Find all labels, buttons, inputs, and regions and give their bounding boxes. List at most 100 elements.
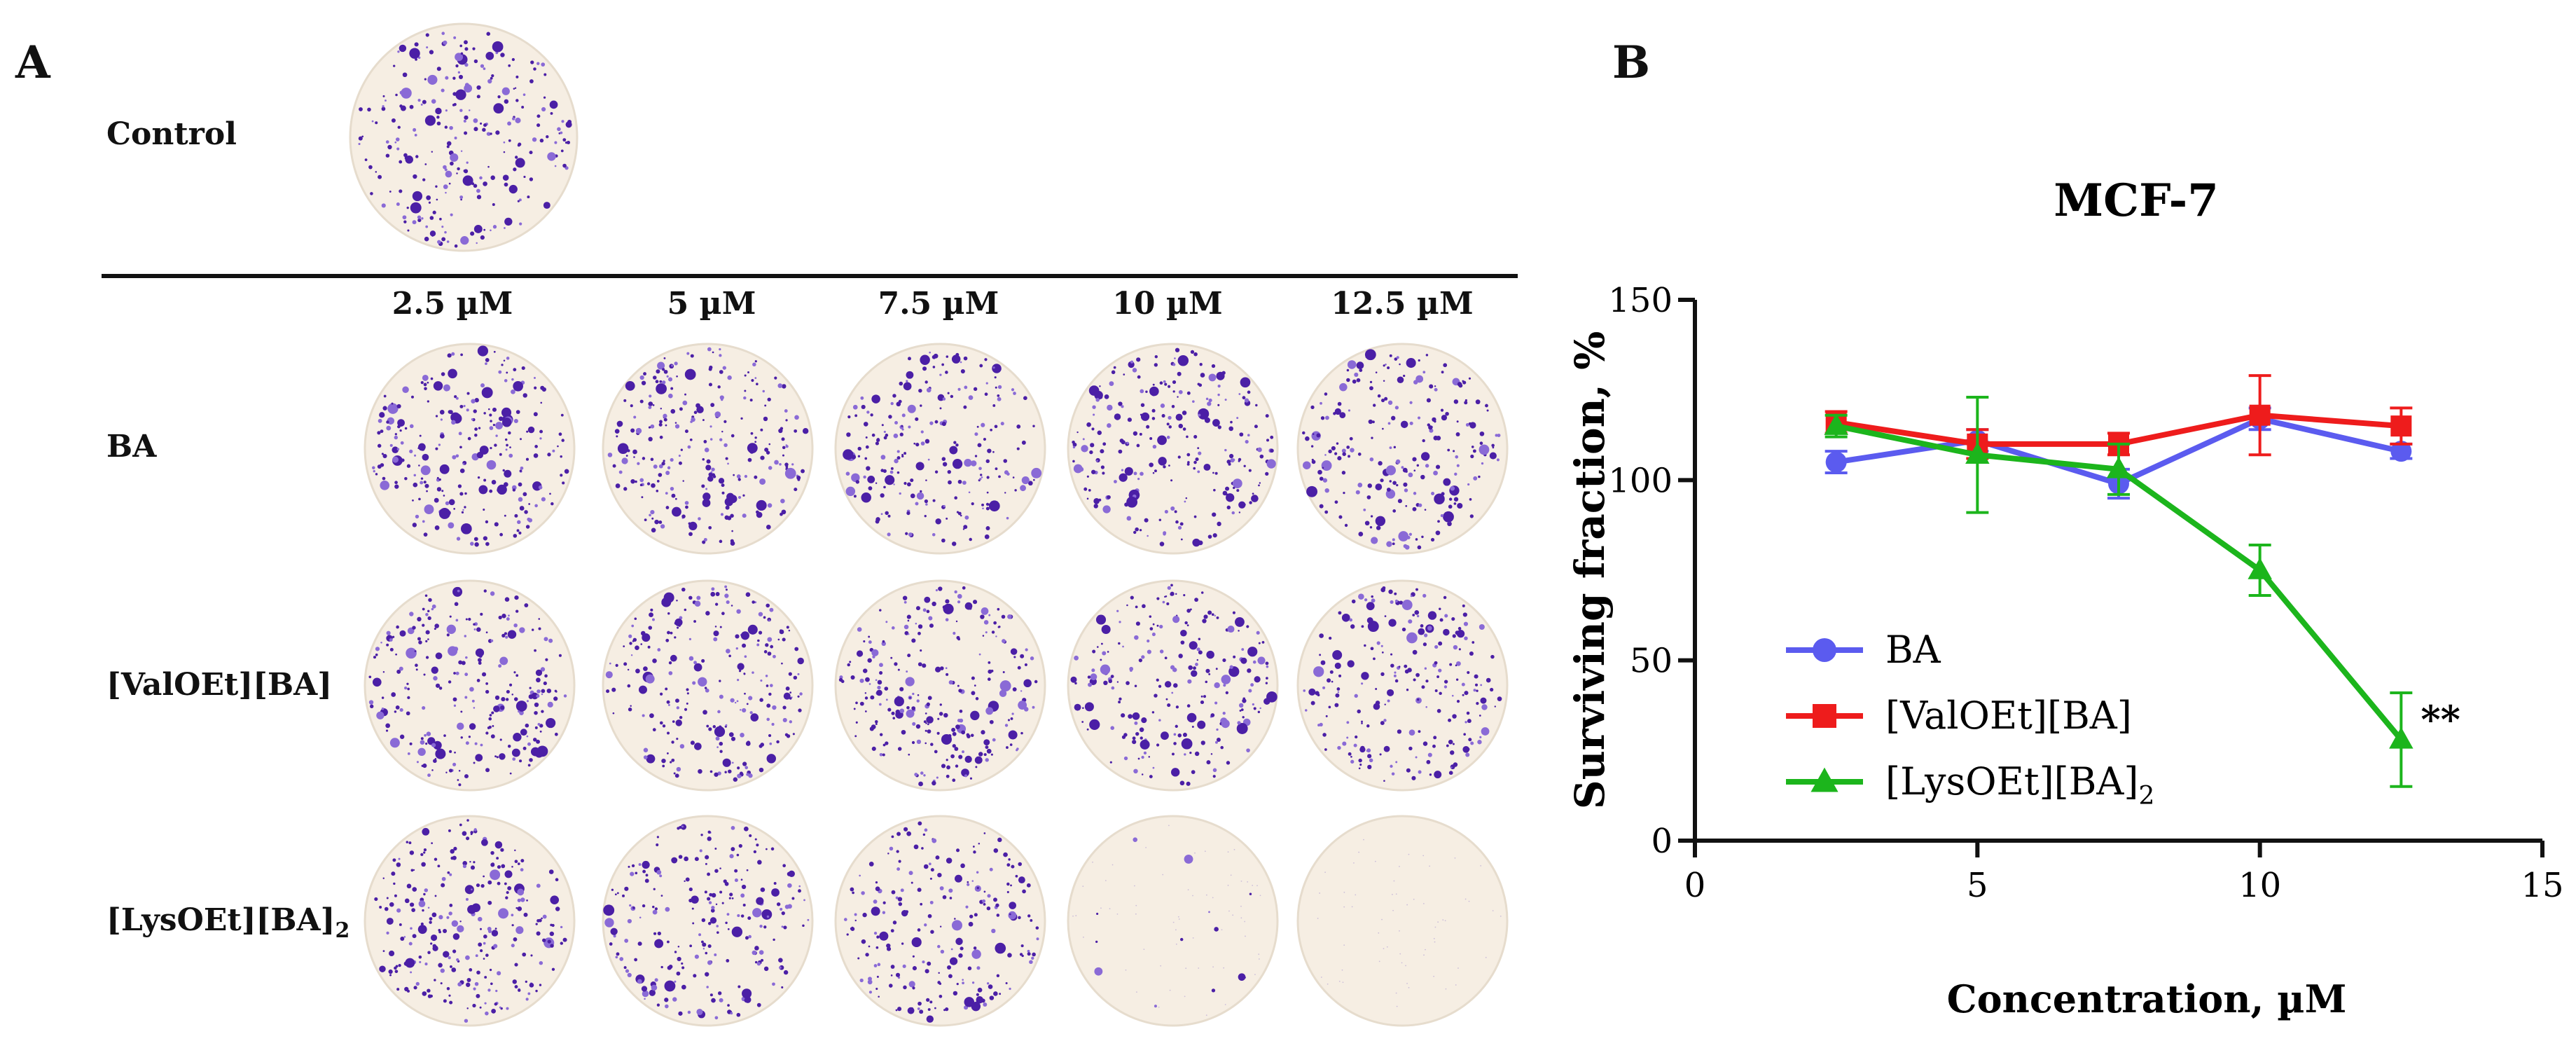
colony	[490, 869, 501, 881]
colony	[726, 913, 730, 916]
colony	[1009, 902, 1017, 909]
colony	[951, 920, 962, 931]
colony	[1238, 511, 1241, 513]
colony	[864, 696, 868, 700]
colony	[719, 890, 723, 894]
colony	[1477, 740, 1482, 745]
colony	[539, 429, 543, 434]
colony	[1485, 404, 1488, 408]
colony	[555, 906, 560, 911]
colony	[903, 452, 907, 455]
colony	[1405, 504, 1408, 507]
colony	[406, 711, 410, 716]
colony	[424, 236, 429, 242]
colony	[547, 152, 556, 161]
colony	[896, 867, 901, 871]
colony	[727, 462, 729, 465]
colony	[663, 369, 668, 374]
colony	[967, 881, 969, 883]
colony	[410, 927, 413, 930]
colony	[881, 424, 884, 427]
colony	[696, 595, 701, 600]
colony	[945, 667, 948, 670]
colony	[721, 491, 725, 495]
colony	[1468, 900, 1470, 902]
colony	[418, 464, 420, 467]
colony	[1240, 708, 1244, 712]
colony	[955, 764, 959, 768]
colony	[742, 988, 752, 999]
colony	[676, 971, 681, 976]
colony	[725, 724, 728, 726]
colony	[409, 850, 415, 855]
colony	[1194, 852, 1196, 854]
colony	[1107, 651, 1109, 653]
colony	[394, 435, 399, 440]
colony	[1424, 509, 1427, 511]
colony	[457, 925, 464, 933]
colony	[911, 638, 916, 643]
colony	[1452, 714, 1457, 719]
colony	[861, 404, 866, 410]
colony	[515, 158, 525, 168]
colony	[939, 712, 943, 716]
colony	[1086, 728, 1089, 731]
colony	[429, 994, 434, 998]
colony	[1217, 425, 1221, 429]
colony	[522, 952, 527, 957]
colony	[1406, 632, 1418, 644]
colony	[476, 679, 480, 682]
colonies	[1303, 586, 1502, 782]
colony	[1194, 751, 1200, 757]
colony	[725, 588, 728, 591]
colony	[1359, 368, 1363, 372]
colony	[1389, 446, 1392, 450]
colony	[1448, 504, 1453, 509]
colony	[1421, 685, 1425, 689]
colony	[1258, 953, 1260, 956]
colony	[504, 597, 510, 602]
colony	[632, 449, 637, 455]
colony	[1390, 600, 1394, 604]
colony	[441, 372, 445, 376]
colony	[665, 492, 668, 495]
colony	[991, 928, 996, 934]
colony	[864, 692, 867, 694]
colony	[964, 997, 975, 1007]
colony	[1227, 626, 1235, 633]
colony	[682, 480, 684, 482]
colony	[473, 761, 476, 764]
colony	[678, 455, 681, 457]
colony	[951, 727, 956, 732]
colony	[802, 924, 805, 928]
colony	[473, 623, 476, 626]
colony	[1222, 658, 1226, 663]
colony	[784, 467, 796, 479]
colony	[1154, 363, 1158, 367]
colony	[489, 714, 492, 717]
colony	[694, 857, 699, 862]
colony	[679, 407, 683, 411]
colony	[717, 771, 721, 775]
colony	[1388, 589, 1393, 594]
colony	[474, 742, 478, 745]
colony	[454, 751, 456, 754]
colony	[1334, 408, 1341, 415]
colony	[483, 228, 486, 231]
colony	[1316, 433, 1321, 438]
dish-control	[349, 22, 579, 252]
colony	[656, 383, 667, 394]
colony	[798, 889, 801, 893]
colony	[494, 755, 497, 758]
colony	[1135, 913, 1137, 915]
colony	[918, 781, 923, 787]
colony	[1130, 360, 1134, 364]
colony	[501, 107, 503, 110]
colony	[474, 981, 479, 986]
colony	[899, 381, 903, 386]
colony	[560, 149, 564, 153]
colony	[501, 633, 506, 637]
colony	[780, 498, 785, 504]
colony	[1094, 967, 1103, 976]
colony	[860, 396, 864, 400]
